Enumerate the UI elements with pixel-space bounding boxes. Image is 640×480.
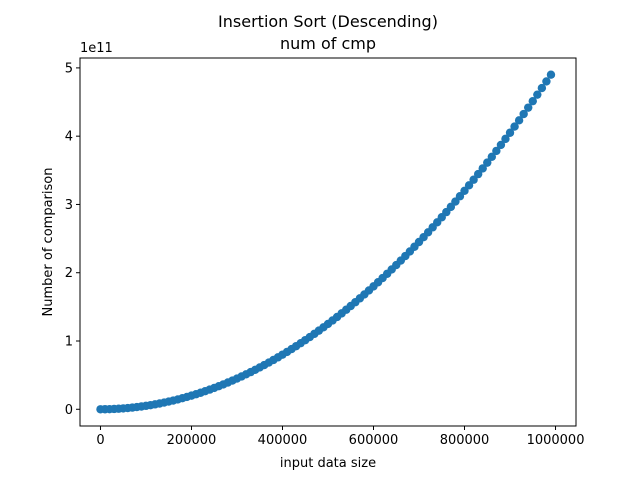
- data-point: [514, 116, 524, 125]
- data-point: [546, 70, 556, 79]
- x-tick-label: 1000000: [527, 433, 585, 448]
- axis-ticks: 0 200000 400000 600000 800000 1000000 0 1 2 3 4 5: [65, 61, 585, 448]
- y-tick-label: 2: [65, 266, 73, 281]
- data-point: [473, 169, 483, 179]
- chart-title: Insertion Sort (Descending): [218, 12, 438, 31]
- x-tick-label: 0: [96, 433, 104, 448]
- y-offset-label: 1e11: [80, 41, 113, 56]
- y-tick-label: 0: [65, 403, 73, 418]
- data-point: [537, 83, 547, 93]
- data-points: [96, 70, 556, 414]
- data-point: [524, 103, 533, 112]
- y-tick-label: 3: [65, 198, 73, 213]
- data-point: [542, 77, 551, 86]
- data-point: [505, 128, 515, 137]
- y-tick-label: 4: [65, 130, 73, 145]
- y-tick-label: 1: [65, 334, 73, 349]
- x-tick-label: 400000: [258, 433, 308, 448]
- x-tick-label: 800000: [440, 433, 490, 448]
- y-axis-label: Number of comparison: [41, 168, 56, 317]
- data-point: [478, 164, 487, 173]
- chart-subtitle: num of cmp: [280, 34, 376, 53]
- data-point: [483, 158, 492, 167]
- y-tick-label: 5: [65, 61, 73, 76]
- data-point: [528, 96, 537, 106]
- plot-frame: [79, 57, 577, 427]
- data-point: [496, 140, 506, 150]
- data-point: [533, 90, 542, 99]
- x-tick-label: 200000: [167, 433, 217, 448]
- data-point: [510, 122, 519, 131]
- data-point: [487, 152, 497, 161]
- data-point: [492, 146, 501, 156]
- data-point: [501, 134, 510, 144]
- data-point: [464, 181, 474, 190]
- data-point: [519, 109, 528, 119]
- x-axis-label: input data size: [280, 456, 376, 471]
- x-tick-label: 600000: [349, 433, 399, 448]
- data-point: [469, 175, 478, 184]
